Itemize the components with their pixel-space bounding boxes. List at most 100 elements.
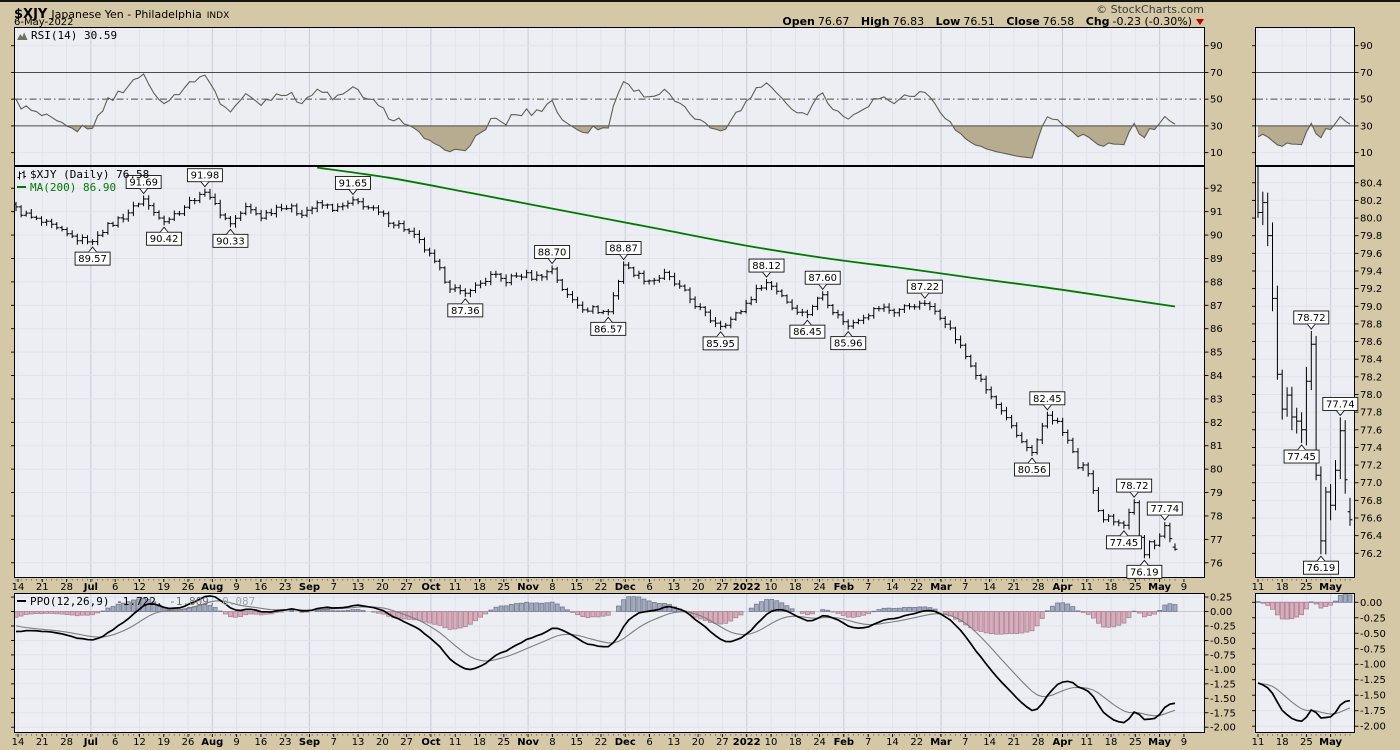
svg-text:22: 22 (910, 737, 923, 748)
svg-text:26: 26 (182, 737, 195, 748)
svg-text:85.96: 85.96 (834, 339, 863, 350)
ppo-histogram (15, 596, 1178, 635)
svg-text:86.45: 86.45 (793, 327, 822, 338)
svg-text:28: 28 (60, 737, 73, 748)
svg-text:18: 18 (789, 582, 802, 593)
svg-text:77.6: 77.6 (1360, 425, 1382, 436)
svg-text:10: 10 (1360, 148, 1373, 159)
svg-text:81: 81 (1210, 441, 1223, 452)
svg-text:90: 90 (1360, 41, 1373, 52)
rsi-legend: RSI(14) 30.59 (17, 30, 117, 42)
open-label: Open (782, 15, 815, 28)
svg-text:80.0: 80.0 (1360, 214, 1382, 225)
svg-text:Mar: Mar (930, 737, 952, 748)
open-value: 76.67 (817, 15, 850, 28)
svg-text:Apr: Apr (1053, 737, 1073, 748)
price-legend-text: $XJY (Daily) 76.58 (30, 168, 150, 181)
svg-text:-1.00: -1.00 (1210, 665, 1236, 676)
svg-text:10: 10 (765, 582, 778, 593)
exchange-label: INDX (206, 11, 230, 21)
chart-date: 6-May-2022 (14, 17, 74, 28)
svg-text:18: 18 (473, 737, 486, 748)
svg-text:-2.00: -2.00 (1360, 722, 1386, 733)
svg-text:Feb: Feb (834, 582, 854, 593)
svg-text:Mar: Mar (930, 582, 952, 593)
svg-text:12: 12 (133, 582, 146, 593)
svg-text:91.69: 91.69 (129, 177, 158, 188)
svg-text:88.12: 88.12 (752, 261, 781, 272)
svg-text:13: 13 (352, 737, 365, 748)
svg-text:15: 15 (570, 737, 583, 748)
svg-text:Sep: Sep (299, 582, 320, 593)
svg-text:2022: 2022 (733, 737, 761, 748)
svg-text:Aug: Aug (201, 582, 223, 593)
svg-text:20: 20 (692, 582, 705, 593)
svg-text:16: 16 (255, 582, 268, 593)
svg-text:Oct: Oct (421, 582, 440, 593)
svg-text:-0.25: -0.25 (1360, 613, 1386, 624)
change-label: Chg (1085, 15, 1110, 28)
svg-text:12: 12 (133, 737, 146, 748)
date-axis-bottom: 14 21 28 Jul 6 12 19 26 Aug 9 16 23 Sep 7 13 20 27 Oct 11 1… (12, 734, 1187, 748)
svg-text:-1.50: -1.50 (1360, 691, 1386, 702)
date-axis-side-bottom: 11 18 25 May (1252, 734, 1351, 748)
svg-text:25: 25 (1129, 737, 1142, 748)
svg-text:6: 6 (112, 737, 118, 748)
chart-header: $XJY Japanese Yen - Philadelphia INDX (14, 3, 229, 22)
svg-text:77.4: 77.4 (1360, 443, 1382, 454)
svg-text:0.00: 0.00 (1210, 607, 1232, 618)
svg-text:11: 11 (1252, 582, 1265, 593)
change-value: -0.23 (-0.30%) (1112, 15, 1192, 28)
svg-text:84: 84 (1210, 371, 1223, 382)
svg-text:11: 11 (1080, 737, 1093, 748)
rsi-legend-text: RSI(14) 30.59 (31, 29, 118, 42)
svg-text:79.2: 79.2 (1360, 284, 1382, 295)
svg-text:8: 8 (549, 582, 555, 593)
svg-text:77.45: 77.45 (1287, 452, 1316, 463)
svg-text:86: 86 (1210, 324, 1223, 335)
svg-text:20: 20 (376, 582, 389, 593)
svg-text:27: 27 (716, 737, 729, 748)
svg-text:70: 70 (1360, 68, 1373, 79)
svg-text:88.87: 88.87 (609, 244, 638, 255)
svg-text:16: 16 (255, 737, 268, 748)
svg-text:91.65: 91.65 (339, 178, 368, 189)
svg-text:78.72: 78.72 (1120, 481, 1149, 492)
svg-text:20: 20 (692, 737, 705, 748)
ma-legend: MA(200) 86.90 (17, 182, 116, 194)
ppo-panel: 0.25 0.00 -0.25 -0.50 -0.75 -1.00 -1.25 -1.50 -1… (11, 593, 1236, 734)
svg-text:20: 20 (376, 737, 389, 748)
svg-text:7: 7 (865, 582, 871, 593)
svg-text:25: 25 (497, 582, 510, 593)
ppo-value-2: -1.809, (169, 595, 216, 608)
svg-text:14: 14 (12, 737, 25, 748)
svg-text:79.4: 79.4 (1360, 266, 1382, 277)
svg-text:90.42: 90.42 (150, 234, 179, 245)
svg-text:May: May (1148, 737, 1171, 748)
svg-text:78.0: 78.0 (1360, 390, 1382, 401)
svg-text:76.2: 76.2 (1360, 549, 1382, 560)
ppo-histogram (1256, 594, 1353, 620)
svg-text:82: 82 (1210, 418, 1223, 429)
symbol-ticker: $XJY (14, 7, 48, 22)
svg-text:77.74: 77.74 (1150, 504, 1179, 515)
svg-text:76.6: 76.6 (1360, 514, 1382, 525)
svg-text:88: 88 (1210, 277, 1223, 288)
svg-text:Aug: Aug (201, 737, 223, 748)
svg-text:22: 22 (595, 582, 608, 593)
svg-text:80.4: 80.4 (1360, 178, 1382, 189)
svg-text:87.60: 87.60 (808, 273, 837, 284)
svg-text:78.4: 78.4 (1360, 355, 1382, 366)
svg-text:-0.25: -0.25 (1210, 621, 1236, 632)
svg-text:25: 25 (1300, 582, 1313, 593)
svg-text:18: 18 (789, 737, 802, 748)
svg-text:-1.50: -1.50 (1210, 694, 1236, 705)
svg-text:7: 7 (962, 737, 968, 748)
svg-text:7: 7 (962, 582, 968, 593)
svg-text:21: 21 (36, 737, 49, 748)
svg-text:14: 14 (12, 582, 25, 593)
svg-text:0.00: 0.00 (1360, 598, 1382, 609)
svg-text:18: 18 (473, 582, 486, 593)
svg-text:Dec: Dec (615, 737, 636, 748)
svg-text:24: 24 (813, 582, 826, 593)
